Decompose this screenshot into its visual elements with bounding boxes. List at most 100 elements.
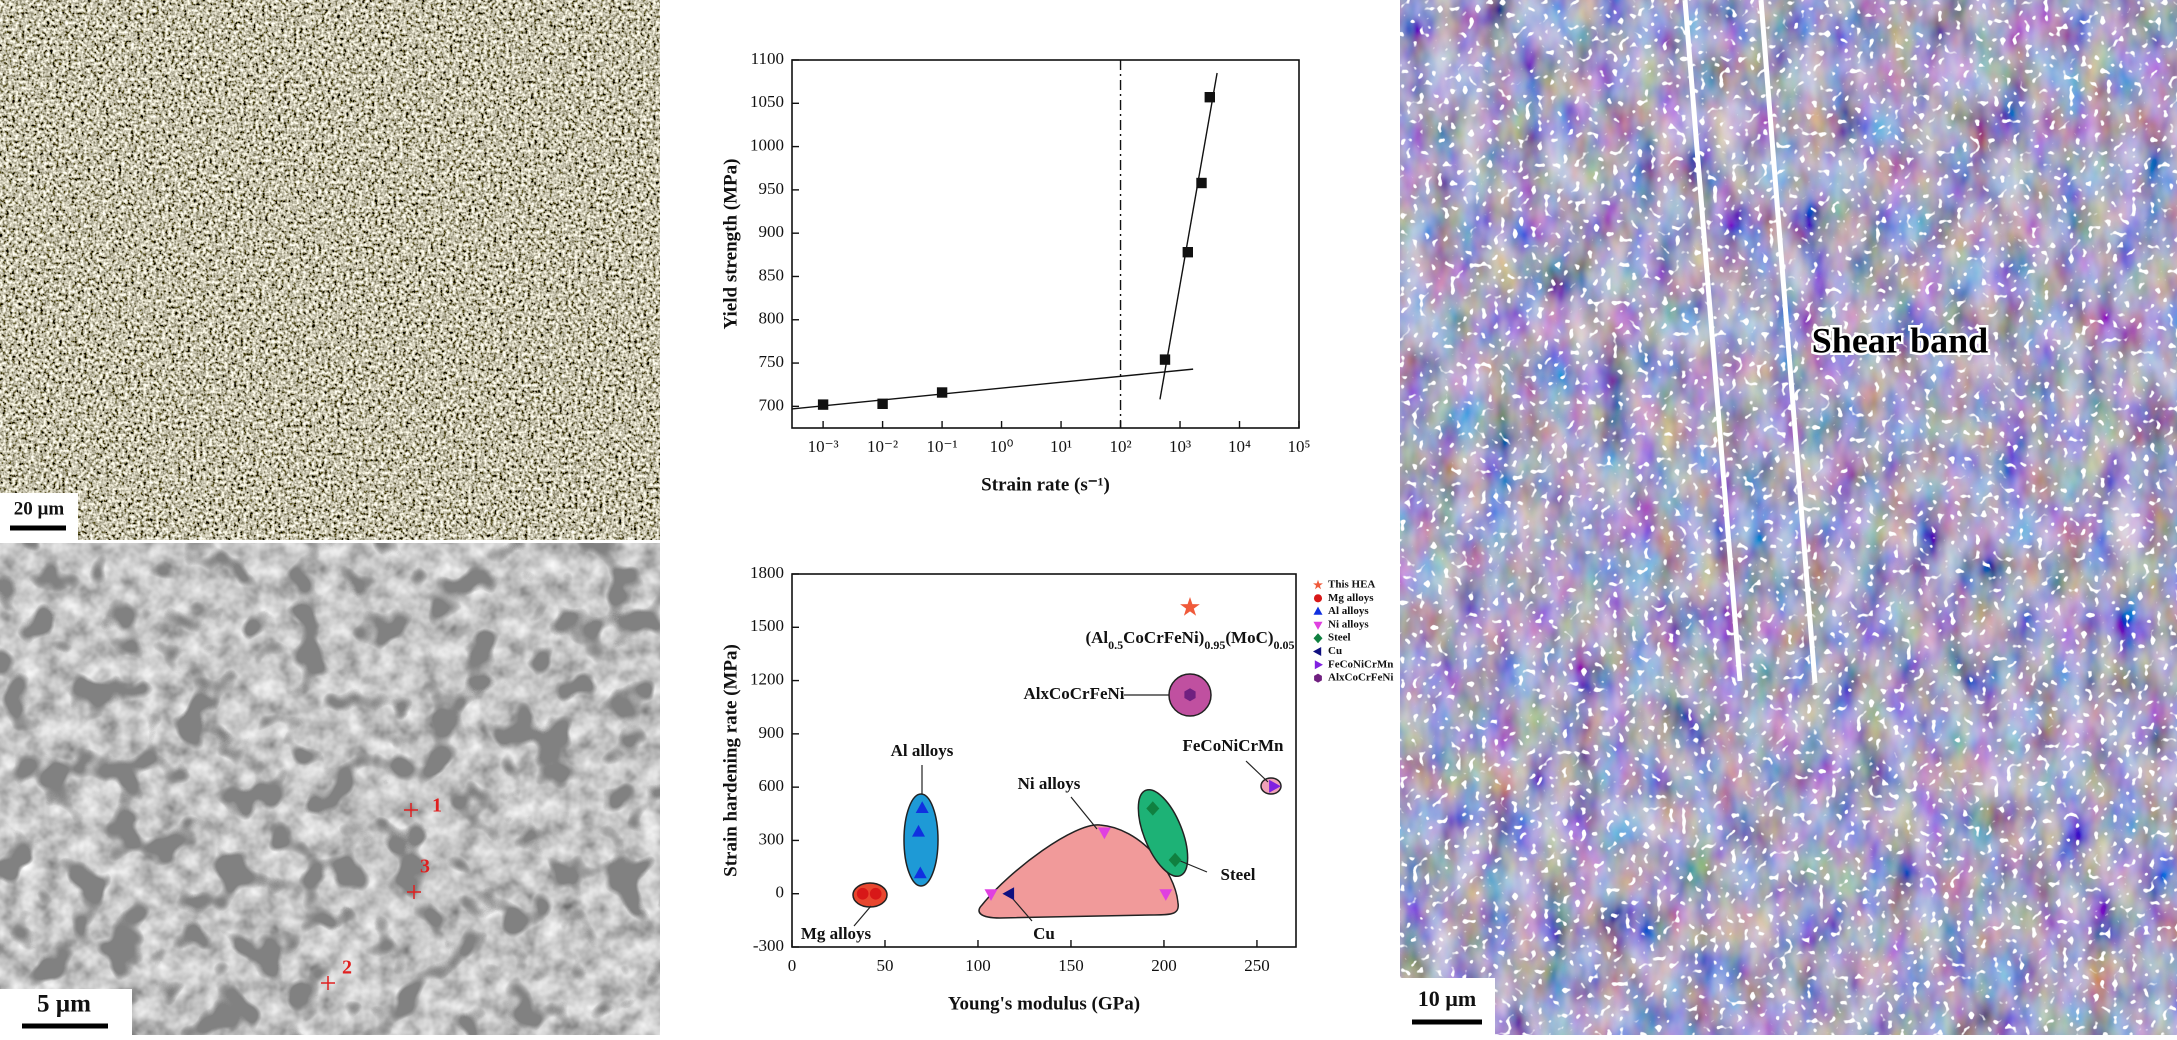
x-tick-label: 10⁴ bbox=[1228, 437, 1251, 456]
x-tick-label: 10¹ bbox=[1050, 437, 1072, 456]
scale-bar-label: 5 µm bbox=[37, 991, 91, 1018]
legend-marker bbox=[1313, 579, 1323, 590]
y-tick-label: 800 bbox=[759, 309, 785, 328]
marker bbox=[1180, 597, 1200, 616]
point-marker bbox=[404, 803, 418, 817]
marker bbox=[1159, 889, 1173, 901]
subscript: 0.95 bbox=[1204, 638, 1225, 652]
marker bbox=[1204, 92, 1215, 103]
legend-marker bbox=[1313, 633, 1323, 644]
shear-line bbox=[1758, 0, 1818, 684]
leader-line bbox=[1012, 898, 1033, 922]
text-part: (MoC) bbox=[1225, 628, 1273, 647]
subscript: 0.05 bbox=[1274, 638, 1295, 652]
x-tick-label: 10² bbox=[1109, 437, 1131, 456]
y-tick-label: 900 bbox=[759, 222, 785, 241]
y-tick-label: 300 bbox=[759, 829, 785, 848]
x-tick-label: 10⁻² bbox=[867, 437, 898, 456]
marker bbox=[1159, 354, 1171, 365]
x-tick-label: 100 bbox=[965, 956, 991, 975]
x-tick-label: 200 bbox=[1151, 956, 1177, 975]
x-tick-label: 250 bbox=[1244, 956, 1270, 975]
x-tick-label: 10⁵ bbox=[1288, 437, 1311, 456]
x-axis-title: Young's modulus (GPa) bbox=[948, 993, 1140, 1014]
leader-lines bbox=[853, 694, 1269, 927]
point-label: 3 bbox=[420, 856, 430, 878]
shear-band-label: Shear band bbox=[1812, 320, 1988, 360]
marker bbox=[1196, 177, 1207, 189]
fit-line bbox=[791, 368, 1194, 410]
marker bbox=[1002, 887, 1015, 901]
region-ni bbox=[978, 824, 1179, 919]
point-marker bbox=[321, 976, 335, 990]
micrograph-top-left: 20 µm bbox=[0, 0, 660, 540]
region-al bbox=[903, 793, 939, 887]
micrograph-right: Shear band 10 µm bbox=[1400, 0, 2177, 1035]
marker bbox=[936, 387, 948, 398]
leader-line bbox=[1245, 760, 1269, 783]
x-tick-label: 10³ bbox=[1169, 437, 1191, 456]
y-tick-label: 700 bbox=[759, 395, 785, 414]
scale-bar-box bbox=[0, 493, 78, 540]
legend-label: Cu bbox=[1328, 645, 1342, 657]
marker bbox=[877, 398, 888, 409]
y-tick-label: 850 bbox=[759, 265, 785, 284]
marker bbox=[1168, 852, 1182, 868]
marker bbox=[869, 887, 882, 900]
legend-label: Steel bbox=[1328, 632, 1351, 644]
y-tick-label: 1500 bbox=[750, 616, 784, 635]
text-part: (Al bbox=[1085, 628, 1108, 647]
scale-bar-label: 20 µm bbox=[14, 498, 65, 519]
legend-marker bbox=[1313, 647, 1322, 656]
marker bbox=[856, 887, 869, 900]
legend-label: This HEA bbox=[1328, 579, 1375, 591]
micrograph-bottom-left: 1 2 3 5 µm bbox=[0, 543, 660, 1035]
y-axis-title: Yield strength (MPa) bbox=[720, 159, 741, 330]
y-axis-title: Strain hardening rate (MPa) bbox=[720, 644, 741, 877]
legend-marker bbox=[1314, 673, 1322, 683]
legend-marker bbox=[1314, 660, 1323, 670]
text-part: CoCrFeNi) bbox=[1123, 628, 1204, 647]
scale-bar-box bbox=[1400, 978, 1495, 1035]
x-tick-label: 50 bbox=[876, 956, 893, 975]
micrograph-texture bbox=[0, 0, 660, 540]
marker bbox=[913, 866, 927, 879]
x-tick-label: 10⁻³ bbox=[808, 437, 839, 456]
y-tick-label: 1200 bbox=[750, 669, 784, 688]
y-tick-label: 0 bbox=[776, 883, 785, 902]
annotation: Steel bbox=[1221, 865, 1256, 884]
legend-label: Al alloys bbox=[1328, 605, 1369, 617]
marker bbox=[1269, 779, 1281, 793]
legend-marker bbox=[1313, 594, 1323, 603]
y-tick-label: 1100 bbox=[751, 49, 784, 68]
marker bbox=[1182, 247, 1193, 258]
subscript: 0.5 bbox=[1108, 638, 1123, 652]
y-tick-label: 600 bbox=[759, 776, 785, 795]
shear-line bbox=[1682, 0, 1743, 682]
point-label: 2 bbox=[342, 957, 352, 979]
marker bbox=[1184, 688, 1196, 702]
micrograph-phase bbox=[0, 543, 660, 1035]
annotation: Ni alloys bbox=[1018, 774, 1081, 793]
x-tick-label: 10⁻¹ bbox=[927, 437, 958, 456]
x-axis-title: Strain rate (s⁻¹) bbox=[981, 474, 1110, 495]
plot-frame bbox=[791, 573, 1297, 948]
legend-label: Mg alloys bbox=[1328, 592, 1374, 604]
point-label: 1 bbox=[432, 795, 442, 817]
annotation-hea: (Al0.5CoCrFeNi)0.95(MoC)0.05 bbox=[1085, 628, 1294, 652]
legend-label: FeCoNiCrMn bbox=[1328, 658, 1393, 670]
annotation: Cu bbox=[1033, 924, 1055, 943]
annotation: FeCoNiCrMn bbox=[1182, 736, 1284, 755]
marker bbox=[912, 824, 925, 837]
y-tick-label: 1800 bbox=[750, 563, 784, 582]
legend-label: AlxCoCrFeNi bbox=[1328, 672, 1393, 684]
plot-frame bbox=[791, 59, 1300, 429]
y-tick-label: 1050 bbox=[750, 92, 784, 111]
marker bbox=[915, 801, 929, 813]
annotation: Mg alloys bbox=[801, 924, 872, 943]
marker bbox=[817, 399, 829, 410]
point-marker bbox=[407, 885, 421, 899]
fit-line bbox=[1159, 72, 1218, 400]
y-tick-label: 750 bbox=[759, 352, 785, 371]
